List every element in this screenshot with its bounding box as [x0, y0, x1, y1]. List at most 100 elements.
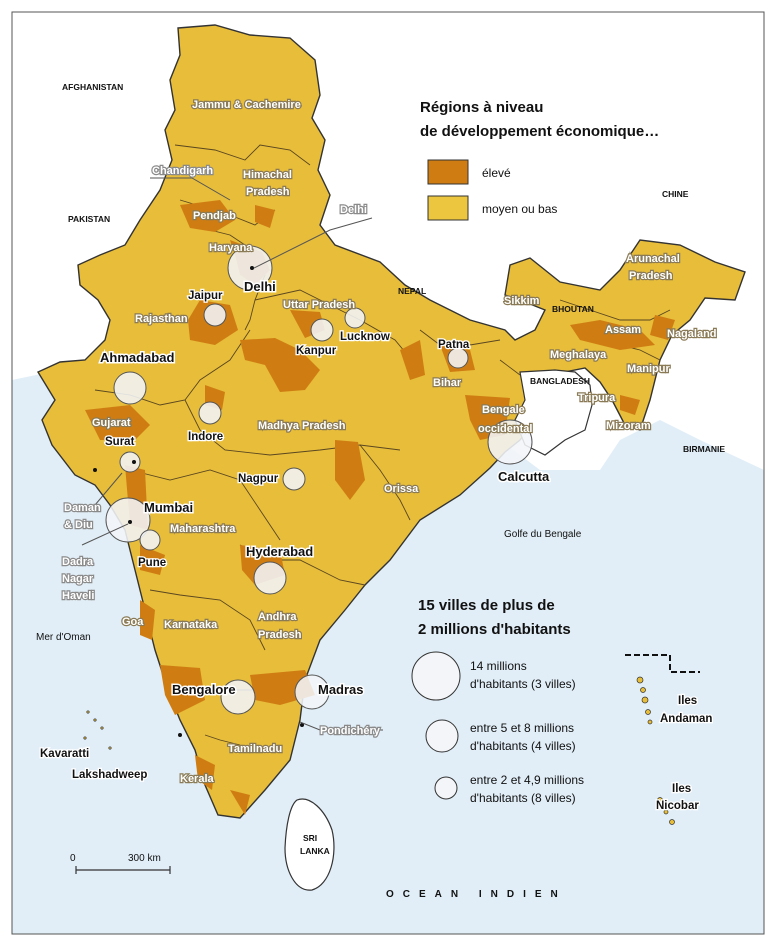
legend-medium-swatch	[427, 195, 469, 221]
state-jammu: Jammu & Cachemire	[192, 99, 301, 111]
city-label-lucknow: Lucknow	[340, 331, 390, 343]
ut-delhi: Delhi	[340, 204, 367, 216]
state-assam: Assam	[605, 324, 641, 336]
legend-cities-title-1: 15 villes de plus de	[418, 597, 555, 614]
state-goa: Goa	[122, 616, 144, 628]
city-label-madras: Madras	[318, 682, 364, 697]
city-circle-jaipur	[203, 303, 227, 327]
city-circle-indore	[198, 401, 222, 425]
state-orissa: Orissa	[384, 483, 419, 495]
island-andaman-2: Andaman	[660, 713, 712, 725]
legend-small-2: d'habitants (8 villes)	[470, 791, 576, 805]
city-label-ahmadabad: Ahmadabad	[100, 350, 174, 365]
ut-chandigarh: Chandigarh	[152, 165, 213, 177]
ut-dadra-1: Dadra	[62, 556, 94, 568]
scale-zero: 0	[70, 853, 76, 864]
state-arunachal-2: Pradesh	[629, 270, 673, 282]
country-pakistan: PAKISTAN	[68, 214, 110, 224]
legend-circle-large	[411, 651, 461, 701]
country-bangladesh: BANGLADESH	[530, 376, 590, 386]
state-kerala: Kerala	[180, 773, 215, 785]
city-circle-lucknow	[344, 307, 366, 329]
sri-lanka-shape	[284, 798, 335, 891]
city-label-patna: Patna	[438, 339, 470, 351]
city-circle-bengalore	[220, 679, 256, 715]
city-circle-ahmadabad	[113, 371, 147, 405]
legend-cities-title-2: 2 millions d'habitants	[418, 621, 571, 638]
country-sri-lanka-2: LANKA	[300, 846, 330, 856]
legend-small-1: entre 2 et 4,9 millions	[470, 773, 584, 787]
legend-medium-1: entre 5 et 8 millions	[470, 721, 574, 735]
state-nagaland: Nagaland	[667, 328, 717, 340]
city-circle-pune	[139, 529, 161, 551]
state-madhya: Madhya Pradesh	[258, 420, 346, 432]
sea-ocean-indien: OCEAN INDIEN	[386, 889, 567, 900]
state-himachal-1: Himachal	[243, 169, 292, 181]
state-tripura: Tripura	[578, 392, 616, 404]
island-nicobar-1: Iles	[672, 783, 691, 795]
ut-daman-1: Daman	[64, 502, 101, 514]
island-nicobar-2: Nicobar	[656, 800, 699, 812]
country-afghanistan: AFGHANISTAN	[62, 82, 123, 92]
state-rajasthan: Rajasthan	[135, 313, 188, 325]
legend-circle-small	[434, 776, 458, 800]
state-manipur: Manipur	[627, 363, 670, 375]
city-dots	[93, 266, 304, 737]
ut-dadra-2: Nagar	[62, 573, 94, 585]
country-nepal: NEPAL	[398, 286, 426, 296]
country-sri-lanka-1: SRI	[303, 833, 317, 843]
state-tamilnadu: Tamilnadu	[228, 743, 282, 755]
country-chine: CHINE	[662, 189, 689, 199]
city-label-mumbai: Mumbai	[144, 500, 193, 515]
state-bengale-1: Bengale	[482, 404, 525, 416]
city-circle-nagpur	[282, 467, 306, 491]
legend-large-2: d'habitants (3 villes)	[470, 677, 576, 691]
state-maharashtra: Maharashtra	[170, 523, 236, 535]
city-circle-mumbai	[105, 497, 151, 543]
legend-large-1: 14 millions	[470, 659, 527, 673]
city-circles	[105, 245, 533, 715]
state-pendjab: Pendjab	[193, 210, 236, 222]
map-border	[11, 11, 765, 935]
city-label-calcutta: Calcutta	[498, 469, 550, 484]
state-bihar: Bihar	[433, 377, 462, 389]
country-bhoutan: BHOUTAN	[552, 304, 594, 314]
legend-regions-title-1: Régions à niveau	[420, 99, 543, 116]
island-kavaratti: Kavaratti	[40, 748, 89, 760]
city-circle-calcutta	[487, 419, 533, 465]
country-birmanie: BIRMANIE	[683, 444, 725, 454]
island-andaman-1: Iles	[678, 695, 697, 707]
state-andhra-1: Andhra	[258, 611, 297, 623]
island-lakshadweep: Lakshadweep	[72, 769, 147, 781]
city-label-indore: Indore	[188, 431, 223, 443]
leader-lines	[81, 177, 383, 731]
sea-mer-oman: Mer d'Oman	[36, 632, 91, 643]
ut-daman-2: & Diu	[64, 519, 93, 531]
legend-regions-title-2: de développement économique…	[420, 123, 659, 140]
state-mizoram: Mizoram	[606, 420, 651, 432]
state-uttar: Uttar Pradesh	[283, 299, 355, 311]
legend-medium-label: moyen ou bas	[482, 202, 557, 216]
bangladesh-shape	[514, 369, 593, 456]
ut-pondichery: Pondichéry	[320, 725, 381, 737]
legend-medium-2: d'habitants (4 villes)	[470, 739, 576, 753]
state-arunachal-1: Arunachal	[626, 253, 680, 265]
state-haryana: Haryana	[209, 242, 253, 254]
sea-golfe-bengale: Golfe du Bengale	[504, 529, 582, 540]
city-circle-hyderabad	[253, 561, 287, 595]
city-circle-patna	[447, 347, 469, 369]
state-sikkim: Sikkim	[504, 295, 540, 307]
legend-high-swatch	[427, 159, 469, 185]
state-meghalaya: Meghalaya	[550, 349, 607, 361]
ut-dadra-3: Haveli	[62, 590, 94, 602]
city-label-delhi: Delhi	[244, 279, 276, 294]
city-circle-surat	[119, 451, 141, 473]
island-dots	[83, 676, 675, 825]
scale-distance: 300 km	[128, 853, 161, 864]
city-label-kanpur: Kanpur	[296, 345, 337, 357]
city-label-nagpur: Nagpur	[238, 473, 279, 485]
legend-high-label: élevé	[482, 166, 511, 180]
legend-circle-medium	[425, 719, 459, 753]
city-circle-madras	[294, 674, 330, 710]
